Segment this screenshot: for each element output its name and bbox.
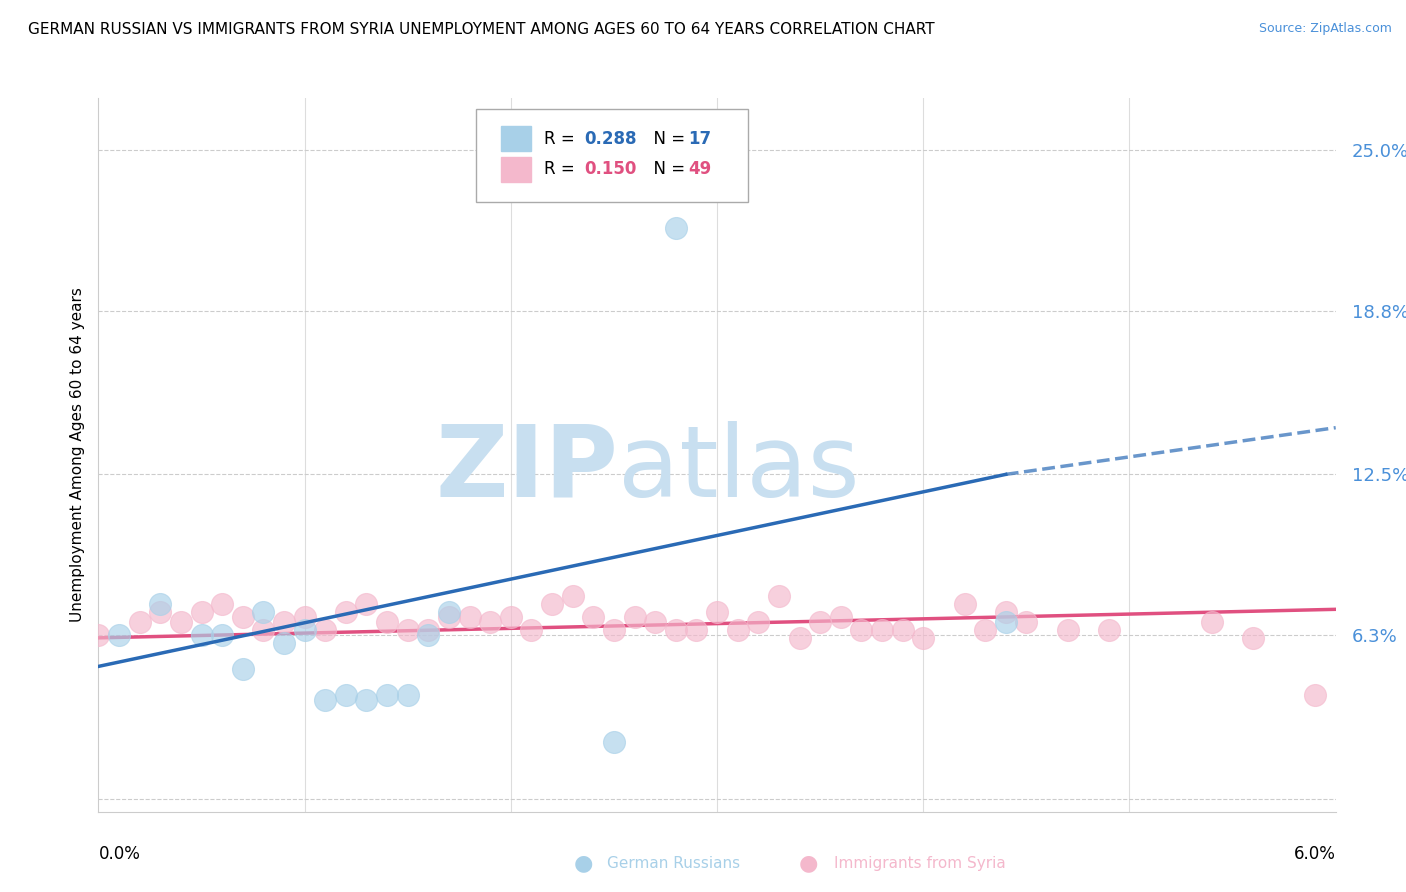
Point <box>314 623 336 637</box>
Point <box>830 610 852 624</box>
Point <box>665 623 688 637</box>
Point <box>1015 615 1038 630</box>
Point <box>747 615 769 630</box>
Point <box>375 688 398 702</box>
Point <box>808 615 831 630</box>
Text: Source: ZipAtlas.com: Source: ZipAtlas.com <box>1258 22 1392 36</box>
Text: 0.288: 0.288 <box>585 130 637 148</box>
Point <box>170 615 193 630</box>
Point <box>149 605 172 619</box>
Text: R =: R = <box>544 130 579 148</box>
Point <box>418 623 440 637</box>
Y-axis label: Unemployment Among Ages 60 to 64 years: Unemployment Among Ages 60 to 64 years <box>69 287 84 623</box>
Point <box>396 688 419 702</box>
Point <box>418 628 440 642</box>
Text: atlas: atlas <box>619 421 859 517</box>
Point <box>561 590 583 604</box>
Point <box>685 623 707 637</box>
Point <box>520 623 543 637</box>
Text: 0.150: 0.150 <box>585 161 637 178</box>
Point <box>335 605 357 619</box>
Point <box>706 605 728 619</box>
Text: 0.0%: 0.0% <box>98 846 141 863</box>
Point <box>273 636 295 650</box>
Point <box>211 628 233 642</box>
Point <box>108 628 131 642</box>
FancyBboxPatch shape <box>501 157 531 182</box>
Point <box>1241 631 1264 645</box>
Point <box>211 597 233 611</box>
Point <box>232 610 254 624</box>
Point <box>891 623 914 637</box>
Point <box>314 693 336 707</box>
Point <box>252 623 274 637</box>
Point <box>356 597 378 611</box>
Point <box>356 693 378 707</box>
FancyBboxPatch shape <box>475 109 748 202</box>
Text: N =: N = <box>643 130 690 148</box>
Text: Immigrants from Syria: Immigrants from Syria <box>834 856 1005 871</box>
Point <box>953 597 976 611</box>
Text: German Russians: German Russians <box>607 856 741 871</box>
Point <box>912 631 935 645</box>
Point <box>644 615 666 630</box>
Text: ●: ● <box>799 854 818 873</box>
Point <box>458 610 481 624</box>
Point <box>1201 615 1223 630</box>
Text: R =: R = <box>544 161 579 178</box>
Point <box>582 610 605 624</box>
Point <box>1303 688 1326 702</box>
FancyBboxPatch shape <box>501 127 531 152</box>
Text: N =: N = <box>643 161 690 178</box>
Point <box>232 662 254 676</box>
Point <box>789 631 811 645</box>
Text: 17: 17 <box>689 130 711 148</box>
Point <box>541 597 564 611</box>
Point <box>335 688 357 702</box>
Point <box>1056 623 1078 637</box>
Point <box>294 623 316 637</box>
Point <box>149 597 172 611</box>
Point <box>623 610 645 624</box>
Point <box>437 610 460 624</box>
Point <box>727 623 749 637</box>
Point <box>87 628 110 642</box>
Point <box>437 605 460 619</box>
Point <box>499 610 522 624</box>
Point <box>994 615 1017 630</box>
Point <box>665 220 688 235</box>
Point <box>603 623 626 637</box>
Point <box>994 605 1017 619</box>
Point <box>396 623 419 637</box>
Point <box>870 623 893 637</box>
Text: 6.0%: 6.0% <box>1294 846 1336 863</box>
Point <box>851 623 873 637</box>
Text: ●: ● <box>574 854 593 873</box>
Point <box>479 615 502 630</box>
Text: ZIP: ZIP <box>436 421 619 517</box>
Point <box>375 615 398 630</box>
Point <box>128 615 150 630</box>
Point <box>1098 623 1121 637</box>
Point <box>294 610 316 624</box>
Point <box>190 628 212 642</box>
Point <box>252 605 274 619</box>
Point <box>974 623 997 637</box>
Point <box>603 734 626 748</box>
Point <box>190 605 212 619</box>
Text: 49: 49 <box>689 161 711 178</box>
Point <box>768 590 790 604</box>
Point <box>273 615 295 630</box>
Text: GERMAN RUSSIAN VS IMMIGRANTS FROM SYRIA UNEMPLOYMENT AMONG AGES 60 TO 64 YEARS C: GERMAN RUSSIAN VS IMMIGRANTS FROM SYRIA … <box>28 22 935 37</box>
